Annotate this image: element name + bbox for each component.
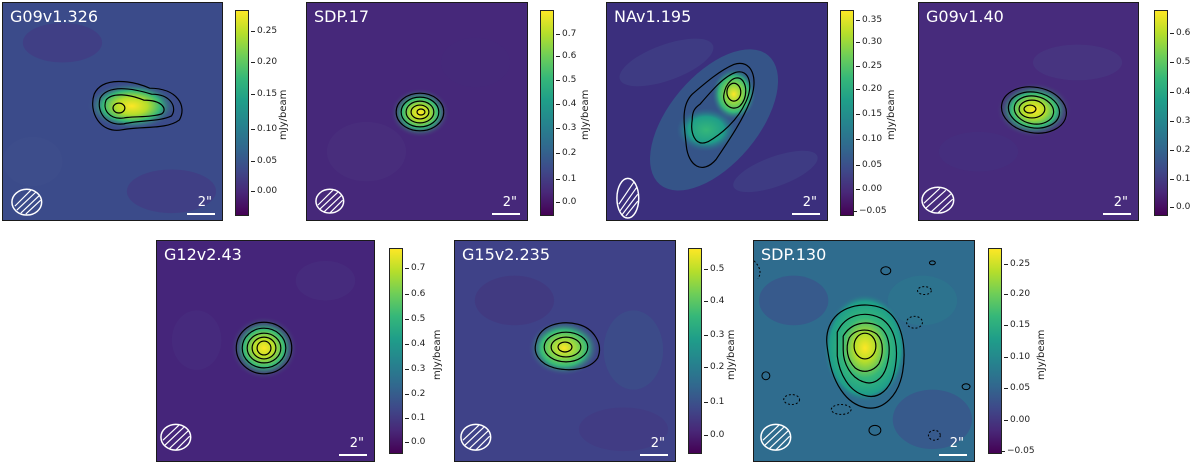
source-name: SDP.130 <box>761 245 827 264</box>
map-image: G15v2.235 2" <box>454 240 676 462</box>
map-image: G09v1.40 2" <box>918 2 1139 221</box>
tick: 0.0 <box>555 197 577 207</box>
scale-bar-label: 2" <box>802 195 817 210</box>
emission-map <box>157 241 374 461</box>
tick: 0.15 <box>1003 320 1031 330</box>
tick: 0.3 <box>404 364 426 374</box>
scale-bar <box>187 213 215 215</box>
tick: 0.20 <box>855 84 883 94</box>
tick: 0.5 <box>404 314 426 324</box>
scale-bar <box>640 454 668 456</box>
tick: 0.00 <box>1003 415 1031 425</box>
source-name: NAv1.195 <box>614 7 692 26</box>
scale-bar-label: 2" <box>650 436 665 451</box>
emission-map <box>607 3 827 220</box>
scale-bar <box>792 213 820 215</box>
scale-bar <box>1103 213 1131 215</box>
tick: 0.5 <box>703 264 725 274</box>
tick: 0.0 <box>703 430 725 440</box>
colorbar <box>235 10 249 216</box>
tick: 0.0 <box>1169 202 1191 212</box>
tick: 0.25 <box>855 61 883 71</box>
colorbar-unit: mJy/beam <box>278 89 289 140</box>
tick: 0.2 <box>703 362 725 372</box>
tick: 0.5 <box>555 75 577 85</box>
tick: 0.25 <box>250 26 278 36</box>
colorbar-unit: mJy/beam <box>726 329 737 380</box>
tick: 0.1 <box>404 413 426 423</box>
emission-map <box>3 3 222 220</box>
tick: 0.05 <box>250 156 278 166</box>
colorbar <box>540 10 554 216</box>
tick: 0.4 <box>1169 87 1191 97</box>
source-name: G09v1.40 <box>926 7 1004 26</box>
tick: 0.15 <box>855 109 883 119</box>
scale-bar-label: 2" <box>949 436 964 451</box>
scale-bar <box>492 213 520 215</box>
scale-bar-label: 2" <box>1113 195 1128 210</box>
colorbar-unit: mJy/beam <box>1036 329 1047 380</box>
tick: 0.30 <box>855 37 883 47</box>
colorbar-unit: mJy/beam <box>886 89 897 140</box>
tick: 0.6 <box>404 289 426 299</box>
source-name: G09v1.326 <box>10 7 99 26</box>
tick: 0.0 <box>404 437 426 447</box>
emission-map <box>919 3 1138 220</box>
tick: 0.00 <box>855 184 883 194</box>
source-name: G15v2.235 <box>462 245 551 264</box>
tick: 0.20 <box>250 57 278 67</box>
tick: 0.35 <box>855 15 883 25</box>
colorbar <box>988 248 1002 454</box>
tick: 0.4 <box>404 339 426 349</box>
map-image: G09v1.326 2" <box>2 2 223 221</box>
tick: 0.7 <box>555 29 577 39</box>
tick: 0.6 <box>1169 28 1191 38</box>
tick: 0.3 <box>555 123 577 133</box>
tick: 0.6 <box>555 51 577 61</box>
scale-bar <box>339 454 367 456</box>
scale-bar-label: 2" <box>502 195 517 210</box>
scale-bar-label: 2" <box>349 436 364 451</box>
tick: 0.15 <box>250 89 278 99</box>
tick: −0.05 <box>1001 446 1035 456</box>
tick: 0.05 <box>1003 383 1031 393</box>
colorbar-unit: mJy/beam <box>432 329 443 380</box>
tick: −0.05 <box>853 206 887 216</box>
colorbar-unit: mJy/beam <box>580 89 591 140</box>
tick: 0.10 <box>250 124 278 134</box>
tick: 0.1 <box>703 397 725 407</box>
tick: 0.7 <box>404 263 426 273</box>
colorbar <box>688 248 702 454</box>
map-image: SDP.130 2" <box>753 240 975 462</box>
map-image: NAv1.195 2" <box>606 2 828 221</box>
tick: 0.20 <box>1003 289 1031 299</box>
tick: 0.4 <box>555 99 577 109</box>
tick: 0.1 <box>1169 174 1191 184</box>
tick: 0.5 <box>1169 57 1191 67</box>
tick: 0.2 <box>1169 145 1191 155</box>
source-name: G12v2.43 <box>164 245 242 264</box>
colorbar <box>1154 10 1168 216</box>
tick: 0.3 <box>1169 116 1191 126</box>
colorbar <box>840 10 854 216</box>
map-image: SDP.17 2" <box>306 2 528 221</box>
scale-bar-label: 2" <box>197 195 212 210</box>
emission-map <box>455 241 675 461</box>
tick: 0.05 <box>855 160 883 170</box>
tick: 0.10 <box>1003 352 1031 362</box>
emission-map <box>754 241 974 461</box>
tick: 0.10 <box>855 134 883 144</box>
tick: 0.3 <box>703 330 725 340</box>
tick: 0.4 <box>703 296 725 306</box>
map-image: G12v2.43 2" <box>156 240 375 462</box>
tick: 0.2 <box>404 389 426 399</box>
scale-bar <box>939 454 967 456</box>
source-name: SDP.17 <box>314 7 370 26</box>
tick: 0.1 <box>555 174 577 184</box>
tick: 0.25 <box>1003 259 1031 269</box>
tick: 0.2 <box>555 148 577 158</box>
emission-map <box>307 3 527 220</box>
tick: 0.00 <box>250 186 278 196</box>
colorbar <box>389 248 403 454</box>
